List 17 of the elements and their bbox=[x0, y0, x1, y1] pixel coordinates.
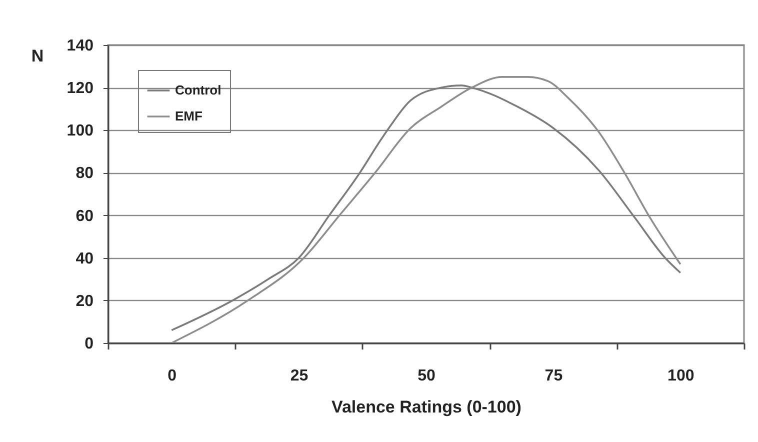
y-tick-label: 20 bbox=[76, 292, 94, 310]
x-axis-title: Valence Ratings (0-100) bbox=[332, 398, 522, 416]
y-tick-label: 100 bbox=[66, 122, 94, 140]
x-tick-label: 75 bbox=[544, 368, 563, 384]
x-tick-label: 0 bbox=[168, 368, 177, 384]
y-tick-label: 140 bbox=[66, 38, 94, 54]
y-tick-label: 80 bbox=[76, 165, 94, 182]
y-tick-label: 60 bbox=[76, 208, 94, 225]
y-tick-label: 0 bbox=[84, 336, 94, 352]
y-tick-label: 40 bbox=[76, 250, 94, 268]
y-tick-label: 120 bbox=[66, 80, 94, 98]
x-tick-label: 25 bbox=[290, 368, 308, 384]
x-tick-label: 100 bbox=[668, 368, 694, 384]
legend-label: Control bbox=[175, 82, 222, 98]
x-tick-label: 50 bbox=[418, 368, 436, 384]
y-axis-title: N bbox=[31, 46, 44, 66]
legend-label: EMF bbox=[175, 108, 202, 124]
